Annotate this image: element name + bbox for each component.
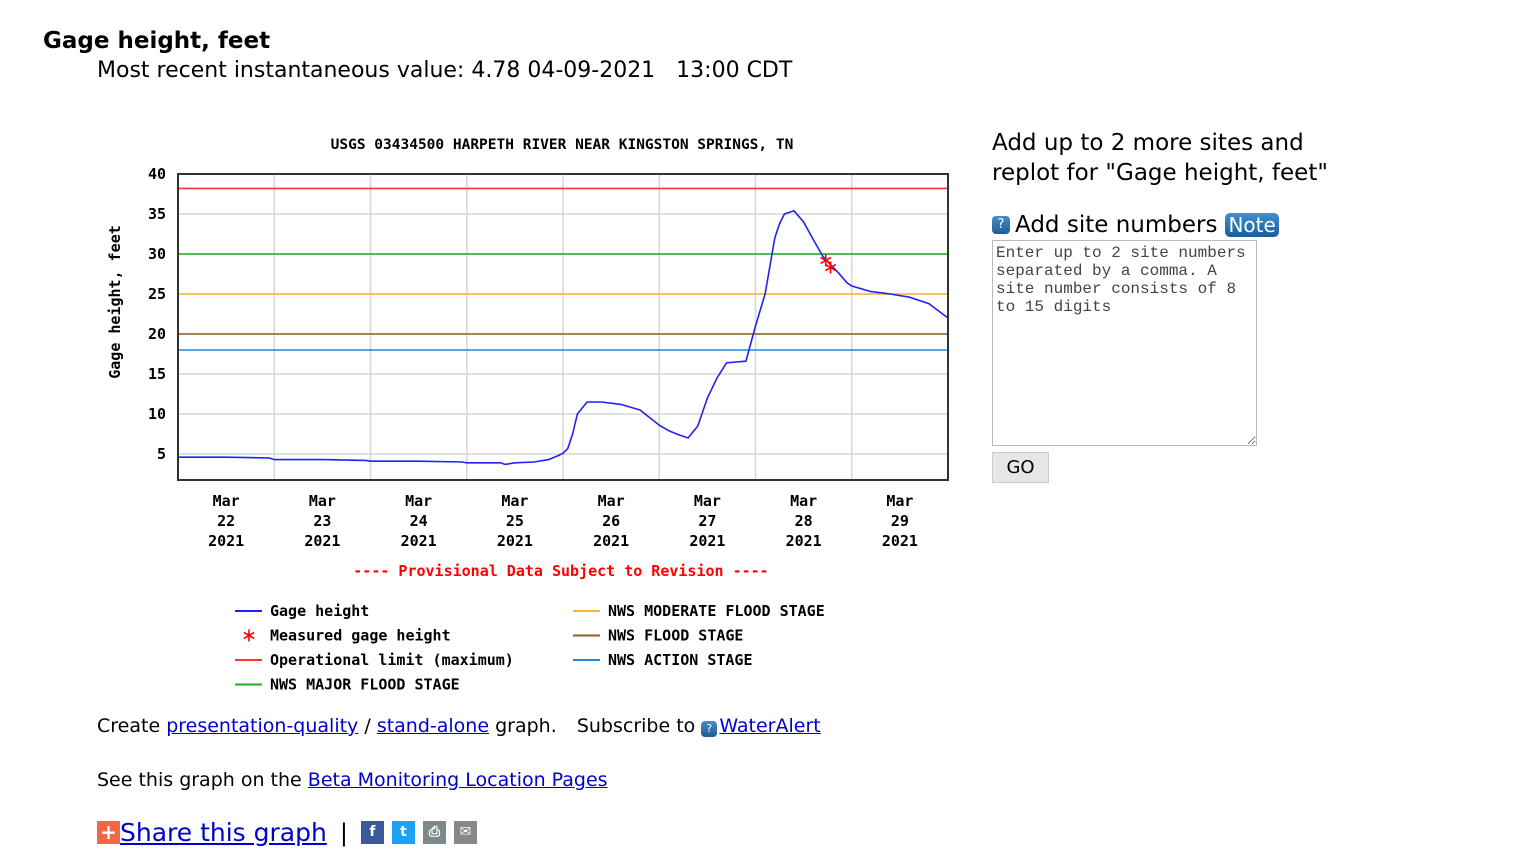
svg-text:2021: 2021: [497, 532, 533, 550]
x-tick-labels: Mar 22 2021 Mar 23 2021 Mar 24 2021 Mar 25 2021 Mar 2…: [208, 492, 918, 550]
recent-value: 4.78: [471, 58, 521, 83]
provisional-note: ---- Provisional Data Subject to Revisio…: [353, 562, 768, 580]
svg-text:Measured gage height: Measured gage height: [270, 627, 451, 645]
stand-alone-link[interactable]: stand-alone: [376, 715, 490, 737]
svg-text:27: 27: [698, 512, 716, 530]
svg-text:Mar: Mar: [694, 492, 721, 510]
print-icon[interactable]: ⎙: [422, 821, 446, 844]
svg-text:NWS MAJOR FLOOD STAGE: NWS MAJOR FLOOD STAGE: [270, 676, 460, 694]
svg-text:Mar: Mar: [213, 492, 240, 510]
plus-icon[interactable]: +: [97, 821, 120, 844]
add-sites-heading: Add up to 2 more sites and replot for "G…: [992, 130, 1328, 186]
beta-monitoring-link[interactable]: Beta Monitoring Location Pages: [307, 769, 608, 791]
facebook-icon[interactable]: f: [360, 821, 384, 844]
svg-text:2021: 2021: [882, 532, 918, 550]
svg-text:Mar: Mar: [501, 492, 528, 510]
gage-height-chart: USGS 03434500 HARPETH RIVER NEAR KINGSTO…: [100, 125, 980, 705]
svg-text:Mar: Mar: [790, 492, 817, 510]
email-icon[interactable]: ✉: [453, 821, 477, 844]
note-button[interactable]: Note: [1225, 213, 1279, 237]
threshold-lines: [178, 187, 948, 351]
wateralert-link[interactable]: WaterAlert: [719, 715, 821, 737]
y-axis-label: Gage height, feet: [106, 225, 124, 379]
svg-text:Operational limit (maximum): Operational limit (maximum): [270, 651, 514, 669]
svg-text:2021: 2021: [304, 532, 340, 550]
create-label: Create: [97, 715, 161, 737]
svg-text:24: 24: [410, 512, 428, 530]
share-graph-link[interactable]: Share this graph: [120, 818, 327, 847]
help-icon[interactable]: ?: [992, 216, 1010, 234]
svg-text:22: 22: [217, 512, 235, 530]
go-button[interactable]: GO: [992, 452, 1049, 483]
svg-text:10: 10: [148, 405, 166, 423]
most-recent-value: Most recent instantaneous value: 4.78 04…: [97, 58, 792, 83]
svg-text:20: 20: [148, 325, 166, 343]
svg-text:29: 29: [891, 512, 909, 530]
beta-row: See this graph on the Beta Monitoring Lo…: [97, 769, 608, 791]
svg-text:28: 28: [795, 512, 813, 530]
slash-separator: /: [364, 715, 371, 737]
svg-text:30: 30: [148, 245, 166, 263]
plot-frame: [177, 173, 949, 481]
svg-text:25: 25: [506, 512, 524, 530]
svg-text:26: 26: [602, 512, 620, 530]
parameter-title: Gage height, feet: [43, 28, 271, 54]
svg-text:25: 25: [148, 285, 166, 303]
svg-text:2021: 2021: [689, 532, 725, 550]
svg-text:Gage height: Gage height: [270, 602, 369, 620]
add-sites-panel: Add up to 2 more sites and replot for "G…: [992, 128, 1372, 483]
measured-markers: [820, 254, 837, 274]
presentation-quality-link[interactable]: presentation-quality: [166, 715, 359, 737]
svg-text:Mar: Mar: [309, 492, 336, 510]
recent-date: 04-09-2021: [527, 58, 656, 83]
chart-grid: [178, 173, 948, 480]
svg-text:NWS FLOOD STAGE: NWS FLOOD STAGE: [608, 627, 743, 645]
help-icon[interactable]: ?: [701, 721, 718, 737]
chart-legend: Gage height Measured gage height Operation…: [235, 602, 825, 694]
share-separator: |: [339, 818, 348, 847]
twitter-icon[interactable]: t: [391, 821, 415, 844]
share-row: + Share this graph | f t ⎙ ✉: [97, 818, 485, 847]
chart-title: USGS 03434500 HARPETH RIVER NEAR KINGSTO…: [331, 137, 794, 153]
create-graph-row: Create presentation-quality / stand-alon…: [97, 715, 821, 737]
svg-text:35: 35: [148, 205, 166, 223]
svg-text:2021: 2021: [208, 532, 244, 550]
subscribe-label: Subscribe to: [576, 715, 696, 737]
site-numbers-input[interactable]: [992, 240, 1257, 446]
svg-text:5: 5: [157, 445, 166, 463]
y-tick-labels: 5 10 15 20 25 30 35 40: [148, 165, 166, 463]
graph-label: graph.: [495, 715, 557, 737]
add-site-numbers-label: Add site numbers: [1015, 212, 1218, 238]
svg-text:Mar: Mar: [886, 492, 913, 510]
svg-text:2021: 2021: [401, 532, 437, 550]
svg-text:40: 40: [148, 165, 166, 183]
svg-text:2021: 2021: [786, 532, 822, 550]
svg-text:NWS ACTION STAGE: NWS ACTION STAGE: [608, 651, 753, 669]
svg-text:NWS MODERATE FLOOD STAGE: NWS MODERATE FLOOD STAGE: [608, 602, 825, 620]
svg-text:Mar: Mar: [598, 492, 625, 510]
recent-label: Most recent instantaneous value:: [97, 58, 465, 83]
svg-text:Mar: Mar: [405, 492, 432, 510]
svg-text:15: 15: [148, 365, 166, 383]
recent-time: 13:00 CDT: [676, 58, 793, 83]
svg-text:2021: 2021: [593, 532, 629, 550]
svg-text:23: 23: [313, 512, 331, 530]
see-graph-label: See this graph on the: [97, 769, 302, 791]
